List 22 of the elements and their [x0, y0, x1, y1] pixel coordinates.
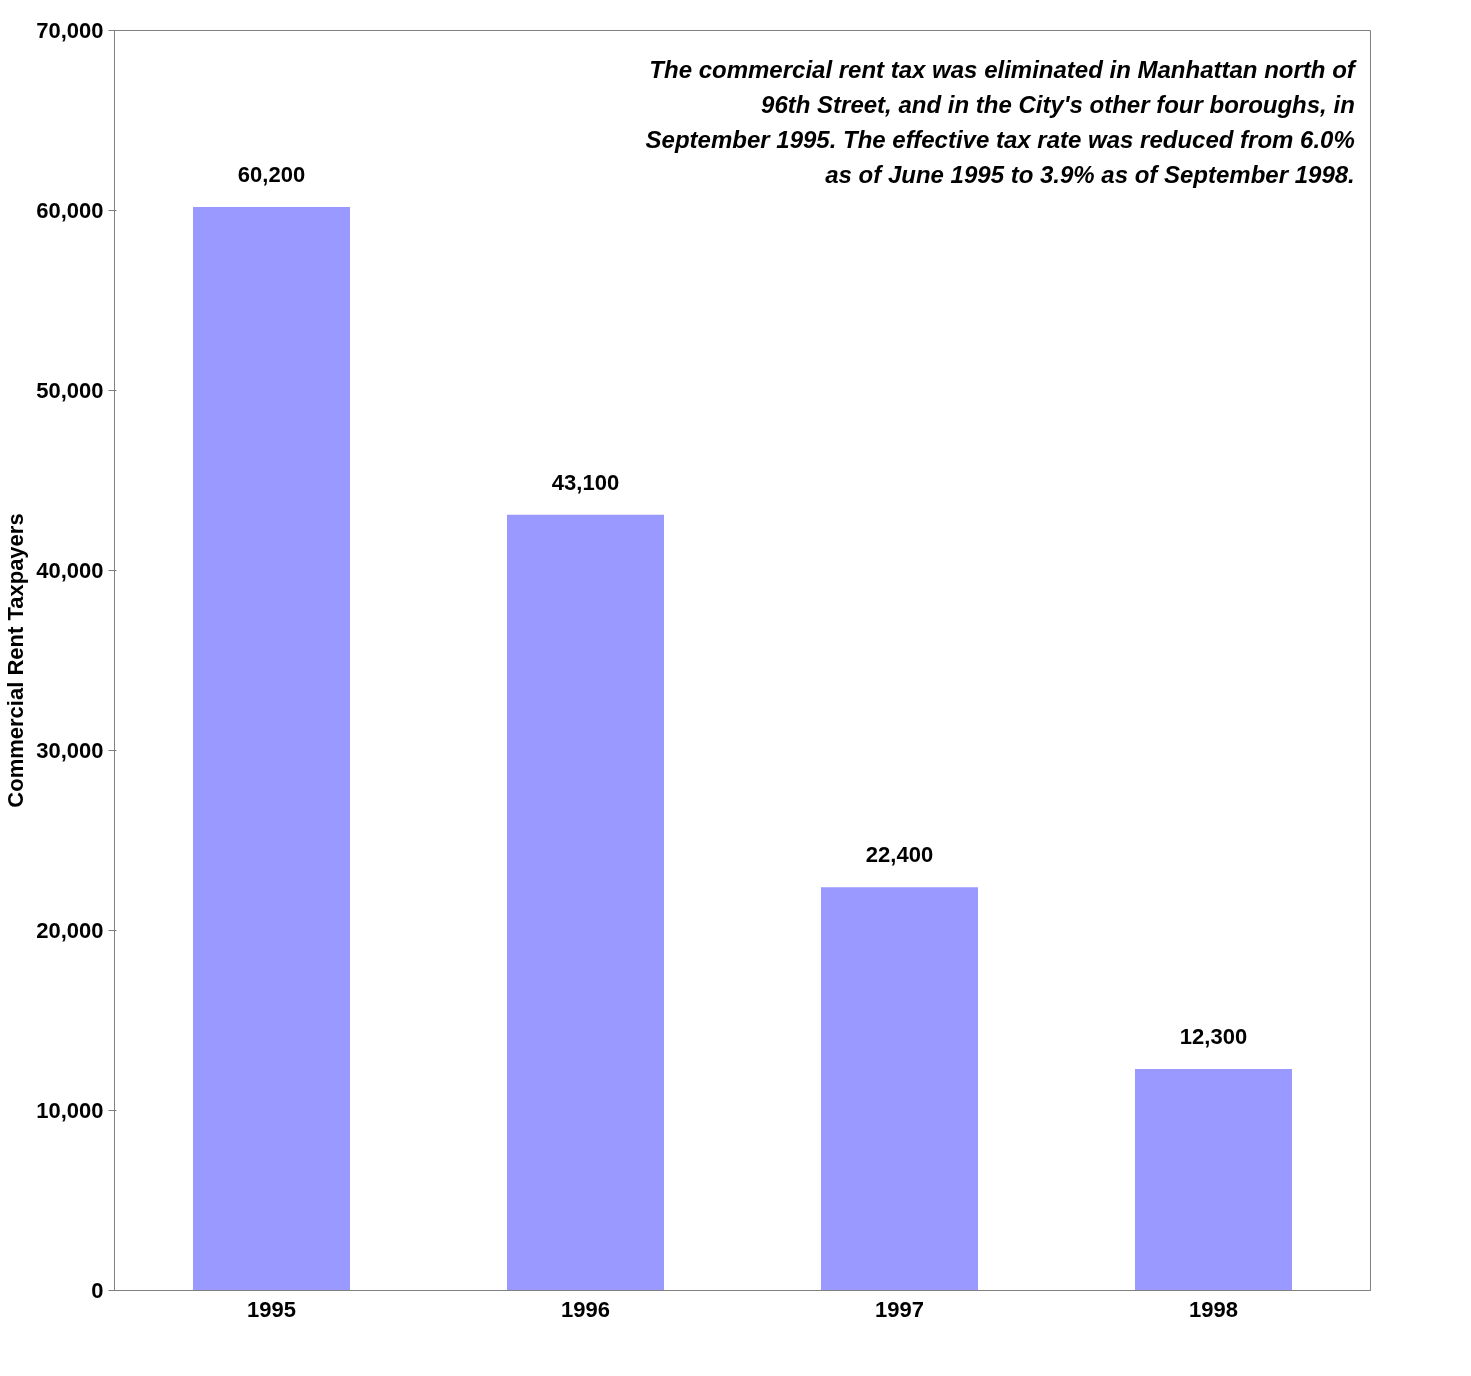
y-tick-label: 20,000 — [36, 918, 104, 943]
y-tick-label: 10,000 — [36, 1098, 104, 1123]
annotation: The commercial rent tax was eliminated in Manhattan north of 96th Street, and in the City's other four boroughs, in September 1995. The effective tax rate was reduced from 6.0% as of June 1995 to 3.9% as of September 1998. — [645, 55, 1357, 188]
data-label: 43,100 — [551, 469, 620, 495]
y-tick-label: 70,000 — [36, 18, 104, 43]
data-label: 12,300 — [1179, 1023, 1248, 1049]
data-label: 22,400 — [865, 842, 934, 868]
y-tick-label: 50,000 — [36, 378, 104, 403]
bar — [1135, 1069, 1292, 1291]
x-tick-label: 1996 — [561, 1296, 610, 1322]
bar — [193, 206, 350, 1291]
x-tick-label: 1995 — [247, 1296, 296, 1322]
y-tick-label: 60,000 — [36, 198, 104, 223]
x-tick-label: 1997 — [875, 1296, 924, 1322]
x-tick-label: 1998 — [1189, 1296, 1238, 1322]
bar — [507, 514, 664, 1291]
bar — [821, 887, 978, 1291]
y-tick-label: 0 — [91, 1278, 104, 1303]
y-axis-title: Commercial Rent Taxpayers — [3, 513, 29, 808]
data-label: 60,200 — [237, 161, 306, 187]
y-tick-label: 40,000 — [36, 558, 104, 583]
y-tick-label: 30,000 — [36, 738, 104, 763]
